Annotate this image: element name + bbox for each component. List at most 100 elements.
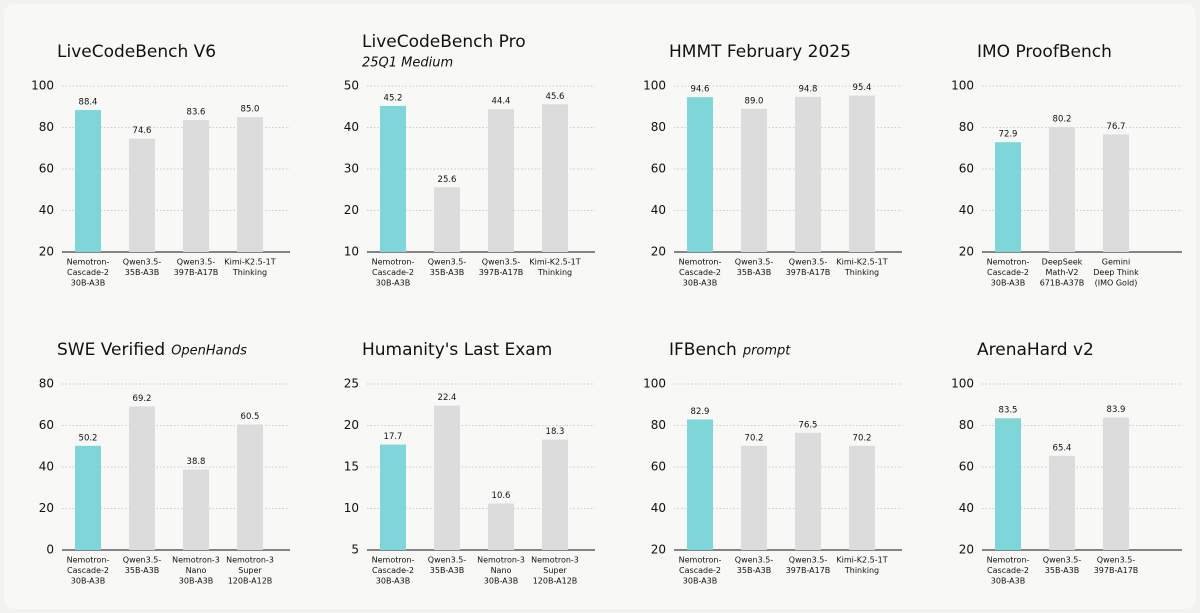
bar	[434, 405, 460, 550]
bar	[183, 120, 209, 252]
x-tick-label: Nemotron-	[67, 556, 110, 565]
x-tick-label: Nemotron-3	[226, 556, 274, 565]
bar	[1103, 134, 1129, 252]
x-tick-label: 671B-A37B	[1040, 279, 1085, 288]
x-tick-label: Nemotron-3	[172, 556, 220, 565]
y-tick-label: 40	[959, 501, 974, 515]
x-tick-label: Nano	[491, 566, 512, 575]
bar	[849, 95, 875, 252]
y-tick-label: 100	[643, 377, 666, 391]
y-tick-label: 20	[344, 203, 359, 217]
y-tick-label: 100	[31, 79, 54, 93]
chart-title: IMO ProofBench	[977, 42, 1112, 62]
value-label: 94.6	[691, 85, 710, 95]
chart-title: HMMT February 2025	[669, 42, 851, 62]
value-label: 38.8	[187, 457, 206, 467]
value-label: 83.6	[187, 108, 206, 118]
x-tick-label: 120B-A12B	[228, 577, 273, 586]
value-label: 95.4	[853, 83, 872, 93]
value-label: 89.0	[745, 96, 764, 106]
x-tick-label: 35B-A3B	[430, 566, 464, 575]
x-tick-label: Thinking	[844, 268, 879, 277]
x-tick-label: 397B-A17B	[1094, 566, 1139, 575]
y-tick-label: 40	[39, 460, 54, 474]
x-tick-label: 30B-A3B	[991, 279, 1025, 288]
y-tick-label: 50	[344, 79, 359, 93]
x-tick-label: 35B-A3B	[737, 268, 771, 277]
x-tick-label: Qwen3.5-	[789, 258, 828, 267]
x-tick-label: Kimi-K2.5-1T	[836, 258, 887, 267]
x-tick-label: 35B-A3B	[125, 268, 159, 277]
x-tick-label: Cascade-2	[67, 566, 109, 575]
bar	[995, 142, 1021, 252]
x-tick-label: Thinking	[232, 268, 267, 277]
chart-title: LiveCodeBench V6	[57, 42, 216, 62]
x-tick-label: Kimi-K2.5-1T	[224, 258, 275, 267]
chart-title: SWE Verified	[57, 340, 165, 360]
bar	[542, 439, 568, 550]
y-tick-label: 100	[643, 79, 666, 93]
x-tick-label: Nemotron-	[987, 258, 1030, 267]
x-tick-label: 30B-A3B	[376, 279, 410, 288]
bar	[488, 503, 514, 550]
chart-title: IFBench	[669, 340, 737, 360]
value-label: 45.2	[384, 93, 403, 103]
value-label: 76.7	[1107, 122, 1126, 132]
x-tick-label: 35B-A3B	[430, 268, 464, 277]
bar	[1103, 417, 1129, 550]
y-tick-label: 80	[39, 377, 54, 391]
y-tick-label: 20	[651, 543, 666, 557]
x-tick-label: Thinking	[844, 566, 879, 575]
y-tick-label: 10	[344, 501, 359, 515]
y-tick-label: 40	[651, 501, 666, 515]
bar	[183, 469, 209, 550]
value-label: 65.4	[1053, 443, 1072, 453]
x-tick-label: Cascade-2	[679, 268, 721, 277]
panel-background	[4, 4, 1196, 609]
x-tick-label: Kimi-K2.5-1T	[529, 258, 580, 267]
x-tick-label: 397B-A17B	[786, 566, 831, 575]
x-tick-label: Nemotron-3	[531, 556, 579, 565]
y-tick-label: 60	[39, 162, 54, 176]
x-tick-label: Cascade-2	[987, 268, 1029, 277]
bar	[434, 187, 460, 252]
x-tick-label: 30B-A3B	[484, 577, 518, 586]
x-tick-label: DeepSeek	[1042, 258, 1083, 267]
y-tick-label: 80	[959, 120, 974, 134]
x-tick-label: Deep Think	[1093, 268, 1139, 277]
y-tick-label: 100	[951, 377, 974, 391]
x-tick-label: Cascade-2	[372, 268, 414, 277]
y-tick-label: 40	[39, 203, 54, 217]
y-tick-label: 20	[39, 501, 54, 515]
x-tick-label: 35B-A3B	[737, 566, 771, 575]
x-tick-label: Cascade-2	[987, 566, 1029, 575]
chart-title: LiveCodeBench Pro	[362, 32, 526, 52]
value-label: 25.6	[438, 175, 457, 185]
value-label: 76.5	[799, 420, 818, 430]
value-label: 82.9	[691, 407, 710, 417]
value-label: 44.4	[492, 97, 511, 107]
x-tick-label: (IMO Gold)	[1095, 279, 1138, 288]
x-tick-label: 30B-A3B	[71, 577, 105, 586]
x-tick-label: 30B-A3B	[179, 577, 213, 586]
y-tick-label: 10	[344, 245, 359, 259]
bar	[687, 419, 713, 550]
x-tick-label: 35B-A3B	[1045, 566, 1079, 575]
bar	[849, 445, 875, 550]
x-tick-label: 120B-A12B	[533, 577, 578, 586]
x-tick-label: 397B-A17B	[786, 268, 831, 277]
value-label: 50.2	[79, 433, 98, 443]
x-tick-label: Qwen3.5-	[177, 258, 216, 267]
bar	[75, 110, 101, 252]
x-tick-label: Qwen3.5-	[1097, 556, 1136, 565]
value-label: 70.2	[853, 433, 872, 443]
bar	[741, 108, 767, 252]
y-tick-label: 60	[651, 460, 666, 474]
bar	[237, 117, 263, 252]
y-tick-label: 100	[951, 79, 974, 93]
x-tick-label: Cascade-2	[372, 566, 414, 575]
x-tick-label: Nemotron-	[679, 258, 722, 267]
bar	[795, 432, 821, 550]
x-tick-label: 397B-A17B	[479, 268, 524, 277]
